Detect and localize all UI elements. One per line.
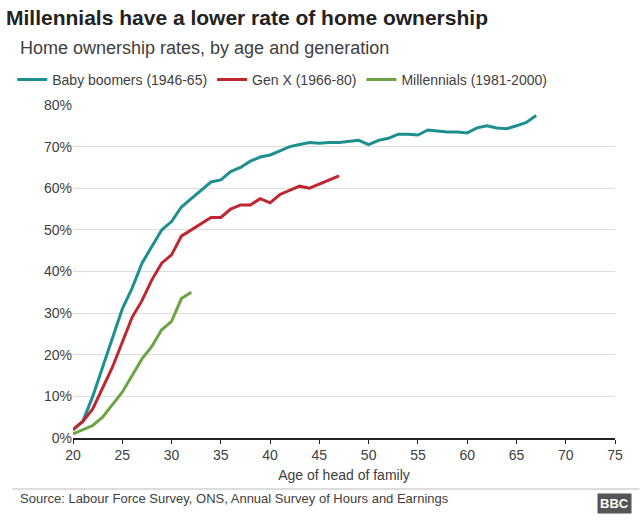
svg-text:35: 35 — [213, 447, 229, 463]
svg-text:Millennials have a lower rate: Millennials have a lower rate of home ow… — [6, 6, 488, 29]
svg-text:30: 30 — [164, 447, 180, 463]
svg-text:65: 65 — [509, 447, 525, 463]
svg-text:BBC: BBC — [600, 496, 629, 511]
svg-text:60%: 60% — [44, 180, 72, 196]
svg-text:50%: 50% — [44, 222, 72, 238]
svg-text:10%: 10% — [44, 388, 72, 404]
svg-text:75: 75 — [607, 447, 623, 463]
svg-text:25: 25 — [114, 447, 130, 463]
svg-text:20: 20 — [65, 447, 81, 463]
svg-text:30%: 30% — [44, 305, 72, 321]
svg-text:70%: 70% — [44, 139, 72, 155]
svg-text:0%: 0% — [52, 430, 72, 446]
svg-text:50: 50 — [361, 447, 377, 463]
svg-text:80%: 80% — [44, 97, 72, 113]
svg-text:20%: 20% — [44, 347, 72, 363]
svg-text:Age of head of family: Age of head of family — [278, 467, 410, 483]
svg-text:55: 55 — [410, 447, 426, 463]
svg-text:70: 70 — [558, 447, 574, 463]
svg-text:Baby boomers (1946-65): Baby boomers (1946-65) — [52, 72, 207, 88]
svg-text:Source: Labour Force Survey, O: Source: Labour Force Survey, ONS, Annual… — [20, 491, 449, 506]
svg-text:Home ownership rates, by age a: Home ownership rates, by age and generat… — [20, 38, 389, 58]
svg-text:Gen X (1966-80): Gen X (1966-80) — [252, 72, 356, 88]
svg-text:45: 45 — [312, 447, 328, 463]
svg-text:60: 60 — [459, 447, 475, 463]
svg-text:40: 40 — [262, 447, 278, 463]
svg-text:Millennials (1981-2000): Millennials (1981-2000) — [401, 72, 547, 88]
svg-text:40%: 40% — [44, 263, 72, 279]
